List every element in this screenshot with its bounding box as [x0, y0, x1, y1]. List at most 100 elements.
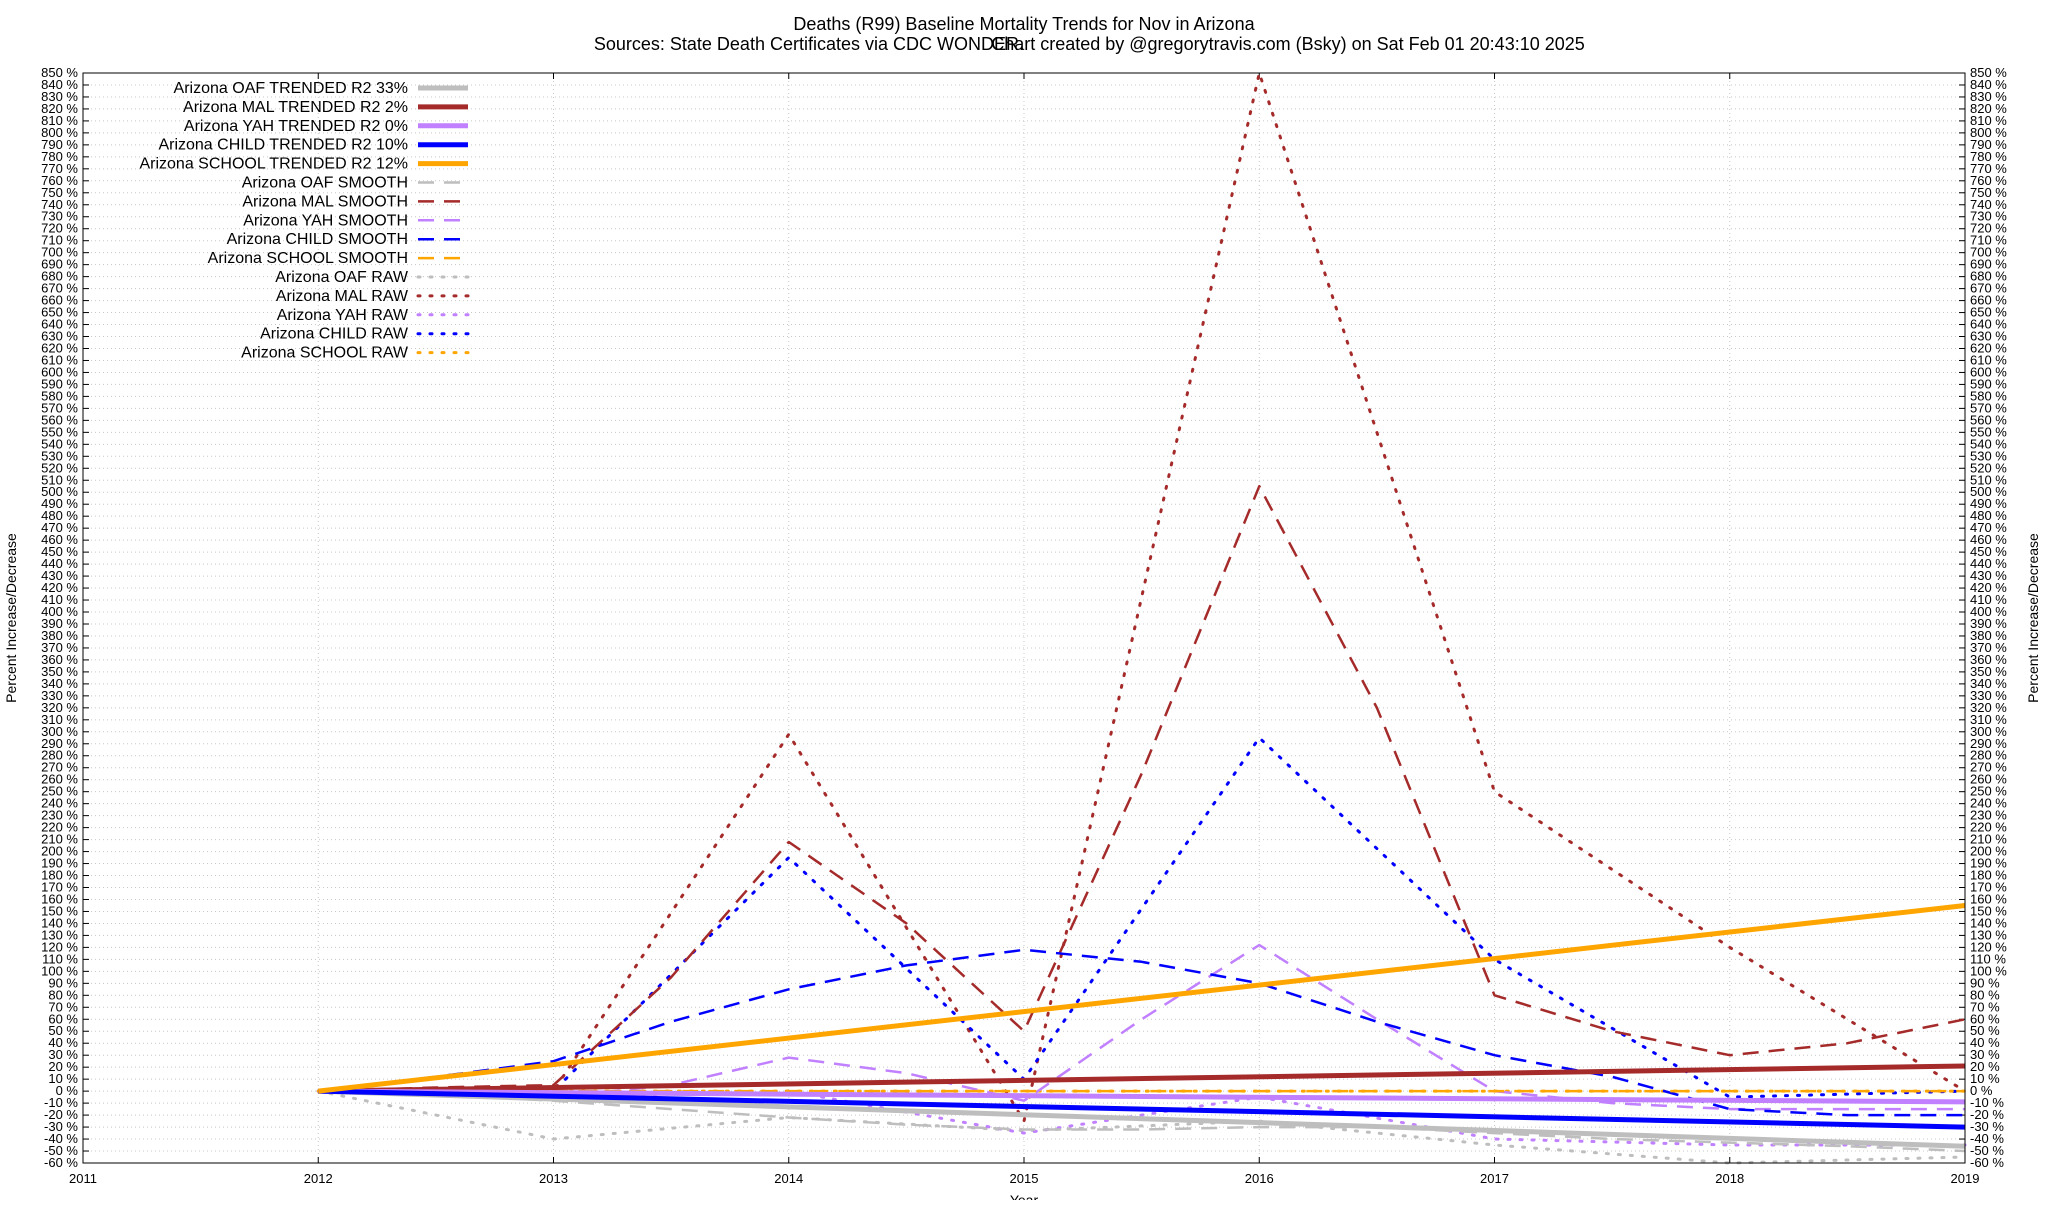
y-tick-label-left: 710 % [41, 233, 78, 248]
x-tick-label: 2015 [1010, 1171, 1039, 1186]
y-tick-label-left: 610 % [41, 352, 78, 367]
y-tick-label-right: -60 % [1970, 1155, 2004, 1170]
legend: Arizona OAF TRENDED R2 33% Arizona MAL TR… [139, 80, 470, 362]
y-tick-label-right: 100 % [1970, 963, 2007, 978]
x-tick-label: 2019 [1951, 1171, 1980, 1186]
series-line-0 [318, 1088, 1966, 1149]
legend-label-11: Arizona MAL RAW [276, 288, 409, 305]
chart-title: Deaths (R99) Baseline Mortality Trends f… [793, 14, 1255, 34]
y-tick-label-left: 410 % [41, 592, 78, 607]
legend-label-9: Arizona SCHOOL SMOOTH [208, 250, 408, 267]
y-tick-label-right: 210 % [1970, 832, 2007, 847]
y-tick-label-left: 440 % [41, 556, 78, 571]
y-tick-label-left: 810 % [41, 113, 78, 128]
y-tick-label-left: 500 % [41, 484, 78, 499]
y-tick-label-right: 0 % [1970, 1083, 1993, 1098]
y-tick-label-right: 710 % [1970, 233, 2007, 248]
y-tick-label-right: 460 % [1970, 532, 2007, 547]
y-tick-label-right: 780 % [1970, 149, 2007, 164]
y-tick-label-right: 40 % [1970, 1035, 2000, 1050]
y-tick-label-right: 450 % [1970, 544, 2007, 559]
y-tick-label-left: 230 % [41, 808, 78, 823]
y-tick-label-left: 660 % [41, 293, 78, 308]
y-tick-label-left: 850 % [41, 65, 78, 80]
y-tick-label-left: 20 % [48, 1059, 78, 1074]
y-tick-label-right: 320 % [1970, 700, 2007, 715]
y-tick-label-left: 390 % [41, 616, 78, 631]
y-tick-label-left: 110 % [42, 951, 78, 966]
y-tick-label-right: 690 % [1970, 257, 2007, 272]
y-tick-label-left: 420 % [41, 580, 78, 595]
legend-label-5: Arizona OAF SMOOTH [242, 175, 408, 192]
series-line-3 [318, 1088, 1966, 1130]
series-line-4 [318, 903, 1966, 1094]
y-axis-label-right: Percent Increase/Decrease [2025, 533, 2041, 703]
y-tick-label-right: 660 % [1970, 293, 2007, 308]
y-tick-label-left: 490 % [41, 496, 78, 511]
y-tick-label-right: 670 % [1970, 281, 2007, 296]
y-tick-label-right: 420 % [1970, 580, 2007, 595]
series-line-10 [316, 1089, 1967, 1165]
legend-label-3: Arizona CHILD TRENDED R2 10% [158, 137, 408, 154]
y-tick-label-left: 430 % [41, 568, 78, 583]
x-tick-label: 2016 [1245, 1171, 1274, 1186]
y-tick-label-right: 550 % [1970, 424, 2007, 439]
y-tick-label-right: 20 % [1970, 1059, 2000, 1074]
series-line-5 [318, 1089, 1966, 1153]
y-tick-label-left: 50 % [48, 1023, 78, 1038]
y-tick-label-right: 60 % [1970, 1011, 2000, 1026]
y-tick-label-left: 670 % [41, 281, 78, 296]
y-tick-label-left: 690 % [41, 257, 78, 272]
x-tick-label: 2014 [774, 1171, 803, 1186]
y-tick-label-right: 170 % [1970, 880, 2007, 895]
y-tick-label-right: 700 % [1970, 245, 2007, 260]
y-tick-label-right: 760 % [1970, 173, 2007, 188]
y-tick-label-right: 30 % [1970, 1047, 2000, 1062]
y-tick-label-right: 360 % [1970, 652, 2007, 667]
y-tick-label-left: 170 % [41, 880, 78, 895]
y-tick-label-right: 640 % [1970, 317, 2007, 332]
y-tick-label-right: 260 % [1970, 772, 2007, 787]
y-tick-label-right: 630 % [1970, 329, 2007, 344]
y-tick-label-right: 270 % [1970, 760, 2007, 775]
x-tick-label: 2011 [69, 1171, 97, 1186]
y-tick-label-right: 70 % [1970, 999, 2000, 1014]
y-tick-label-left: 750 % [41, 185, 78, 200]
y-tick-label-left: 820 % [41, 101, 78, 116]
y-tick-label-right: 840 % [1970, 77, 2007, 92]
y-tick-label-left: 0 % [56, 1083, 79, 1098]
y-tick-label-left: 450 % [41, 544, 78, 559]
y-tick-label-right: 560 % [1970, 412, 2007, 427]
y-tick-label-right: 570 % [1970, 400, 2007, 415]
y-tick-label-right: 220 % [1970, 820, 2007, 835]
y-tick-label-left: 460 % [41, 532, 78, 547]
y-tick-label-left: 560 % [41, 412, 78, 427]
series-line-1 [318, 1063, 1966, 1094]
y-tick-label-right: 160 % [1970, 891, 2007, 906]
legend-label-10: Arizona OAF RAW [275, 269, 409, 286]
y-tick-label-right: 540 % [1970, 436, 2007, 451]
y-tick-label-right: 600 % [1970, 364, 2007, 379]
y-tick-label-left: 470 % [41, 520, 78, 535]
y-tick-label-right: 790 % [1970, 137, 2007, 152]
legend-label-2: Arizona YAH TRENDED R2 0% [184, 118, 408, 135]
y-tick-label-right: 530 % [1970, 448, 2007, 463]
y-tick-label-left: 240 % [41, 796, 78, 811]
x-axis-label: Year [1010, 1192, 1039, 1200]
y-tick-label-right: -10 % [1970, 1095, 2004, 1110]
y-tick-label-right: 50 % [1970, 1023, 2000, 1038]
legend-label-6: Arizona MAL SMOOTH [242, 193, 408, 210]
y-tick-label-left: -30 % [44, 1119, 78, 1134]
y-tick-label-left: 350 % [41, 664, 78, 679]
y-tick-label-left: 600 % [41, 364, 78, 379]
y-tick-label-left: 340 % [41, 676, 78, 691]
y-tick-label-left: 650 % [41, 305, 78, 320]
y-tick-label-left: 270 % [41, 760, 78, 775]
y-tick-label-right: 380 % [1970, 628, 2007, 643]
y-tick-label-right: 510 % [1970, 472, 2007, 487]
y-tick-label-left: 540 % [41, 436, 78, 451]
legend-label-0: Arizona OAF TRENDED R2 33% [174, 80, 408, 97]
y-tick-label-left: 730 % [41, 209, 78, 224]
legend-label-12: Arizona YAH RAW [277, 307, 409, 324]
series-layer [316, 71, 1967, 1165]
